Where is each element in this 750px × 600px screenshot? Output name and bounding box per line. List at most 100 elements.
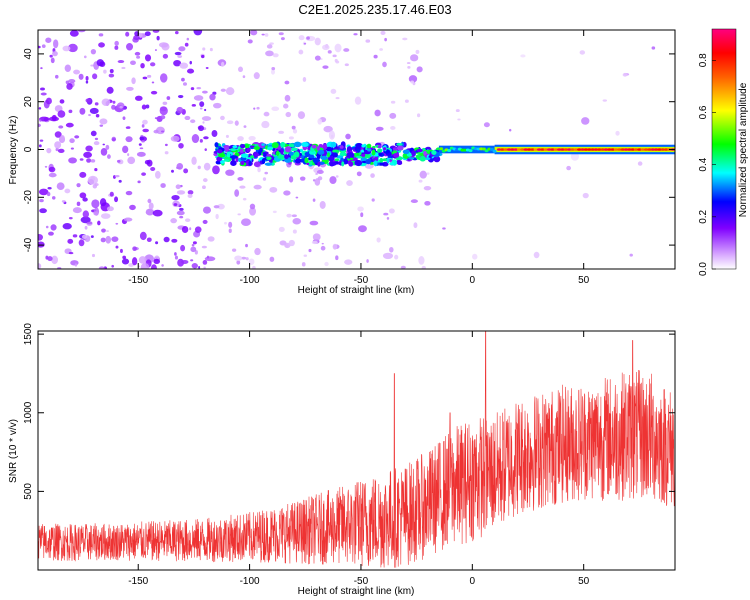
spectrogram-noise-blob: [142, 128, 149, 133]
spectrogram-noise-blob: [404, 99, 409, 103]
spectrogram-noise-blob: [226, 120, 234, 125]
spectrogram-noise-blob: [191, 263, 198, 269]
spectrogram-noise-blob: [99, 198, 107, 207]
spectrogram-noise-blob: [38, 123, 41, 128]
spectrogram-carrier-peak: [663, 148, 669, 151]
spectrogram-noise-blob: [174, 51, 182, 56]
spectrogram-noise-blob: [72, 207, 82, 214]
spectrogram-signal-blob: [255, 153, 260, 157]
spectrogram-signal-blob: [264, 162, 273, 166]
spectrogram-signal-blob: [223, 146, 230, 152]
spectrogram-signal-blob: [392, 147, 398, 151]
spectrogram-noise-blob: [353, 33, 358, 36]
spectrogram-noise-blob: [272, 53, 279, 58]
spectrogram-signal-blob: [232, 145, 238, 149]
spectrogram-noise-blob: [147, 74, 152, 78]
y-tick-label: 20: [23, 96, 34, 108]
spectrogram-noise-blob: [202, 206, 211, 214]
spectrogram-signal-blob: [431, 150, 437, 155]
spectrogram-noise-blob: [291, 214, 297, 218]
spectrogram-noise-blob: [79, 158, 84, 161]
colorbar-gradient: [711, 28, 737, 270]
spectrogram-noise-blob: [91, 199, 100, 209]
spectrogram-carrier-peak: [523, 148, 528, 151]
spectrogram-noise-blob: [90, 64, 94, 67]
spectrogram-noise-blob: [248, 136, 256, 141]
spectrogram-noise-blob: [382, 252, 394, 260]
spectrogram-noise-blob: [54, 131, 62, 138]
spectrogram-noise-blob: [533, 251, 540, 259]
spectrogram-noise-blob: [170, 218, 178, 224]
spectrogram-noise-blob: [55, 74, 59, 79]
spectrogram-noise-blob: [262, 177, 267, 181]
spectrogram-noise-blob: [234, 120, 239, 126]
spectrogram-noise-blob: [299, 176, 306, 181]
spectrogram-noise-blob: [100, 213, 111, 219]
spectrogram-noise-blob: [237, 177, 244, 181]
spectrogram-signal-blob: [295, 158, 302, 164]
spectrogram-noise-blob: [265, 50, 274, 57]
spectrogram-noise-blob: [146, 237, 152, 243]
spectrogram-noise-blob: [70, 260, 79, 266]
spectrogram-noise-blob: [178, 142, 184, 149]
spectrogram-noise-blob: [69, 30, 79, 37]
spectrogram-noise-blob: [160, 183, 166, 188]
spectrogram-noise-blob: [121, 66, 126, 70]
spectrogram-noise-blob: [288, 176, 294, 183]
snr-y-label: SNR (10 * v/v): [8, 419, 19, 483]
spectrogram-noise-blob: [386, 216, 390, 220]
spectrogram-noise-blob: [115, 222, 119, 225]
spectrogram-signal-blob: [220, 160, 225, 164]
spectrogram-noise-blob: [622, 72, 628, 77]
spectrogram-carrier-peak: [516, 148, 522, 151]
spectrogram-signal-blob: [239, 143, 246, 149]
spectrogram-noise-blob: [48, 172, 57, 178]
snr-x-axis: -150 -100 -50 0 50: [128, 331, 590, 587]
spectrogram-noise-blob: [191, 156, 197, 165]
spectrogram-noise-blob: [306, 36, 310, 40]
spectrogram-noise-blob: [418, 256, 425, 265]
spectrogram-noise-blob: [382, 61, 387, 68]
spectrogram-signal-blob: [348, 161, 354, 167]
spectrogram-carrier-peak: [627, 148, 632, 151]
spectrogram-signal-blob: [258, 147, 263, 153]
spectrogram-noise-blob: [278, 32, 284, 36]
spectrogram-signal-blob: [378, 151, 383, 157]
spectrogram-noise-blob: [79, 171, 87, 178]
spectrogram-signal-blob: [288, 151, 294, 156]
spectrogram-signal-blob: [361, 153, 366, 157]
spectrogram-carrier-peak: [526, 148, 532, 151]
spectrogram-carrier-peak: [530, 148, 535, 151]
spectrogram-noise-blob: [94, 167, 98, 172]
spectrogram-noise-blob: [323, 125, 333, 133]
spectrogram-noise-blob: [191, 134, 200, 144]
spectrogram-noise-blob: [288, 136, 294, 140]
spectrogram-noise-blob: [54, 141, 62, 149]
spectrogram-noise-blob: [162, 53, 169, 59]
spectrogram-noise-blob: [332, 243, 338, 250]
spectrogram-noise-blob: [139, 231, 147, 241]
spectrogram-noise-blob: [199, 138, 203, 143]
spectrogram-noise-blob: [114, 45, 119, 50]
spectrogram-noise-blob: [85, 75, 89, 81]
spectrogram-signal-blob: [382, 158, 388, 162]
spectrogram-noise-blob: [190, 87, 195, 91]
spectrogram-noise-blob: [269, 42, 274, 45]
spectrogram-noise-blob: [147, 198, 152, 204]
spectrogram-signal-blob: [280, 148, 284, 155]
spectrogram-noise-blob: [344, 259, 353, 265]
spectrogram-signal-blob: [322, 143, 328, 150]
spectrogram-noise-blob: [261, 33, 265, 36]
spectrogram-noise-blob: [239, 185, 246, 189]
spectrogram-noise-blob: [163, 236, 170, 243]
spectrogram-signal-blob: [253, 161, 261, 168]
spectrogram-signal-blob: [329, 161, 337, 166]
spectrogram-noise-blob: [423, 185, 432, 191]
spectrogram-noise-blob: [270, 69, 276, 75]
spectrogram-noise-blob: [90, 235, 94, 238]
spectrogram-noise-blob: [335, 175, 339, 178]
spectrogram-noise-blob: [74, 263, 78, 267]
spectrogram-noise-blob: [245, 243, 248, 248]
spectrogram-noise-blob: [94, 183, 99, 187]
spectrogram-noise-blob: [150, 90, 158, 95]
